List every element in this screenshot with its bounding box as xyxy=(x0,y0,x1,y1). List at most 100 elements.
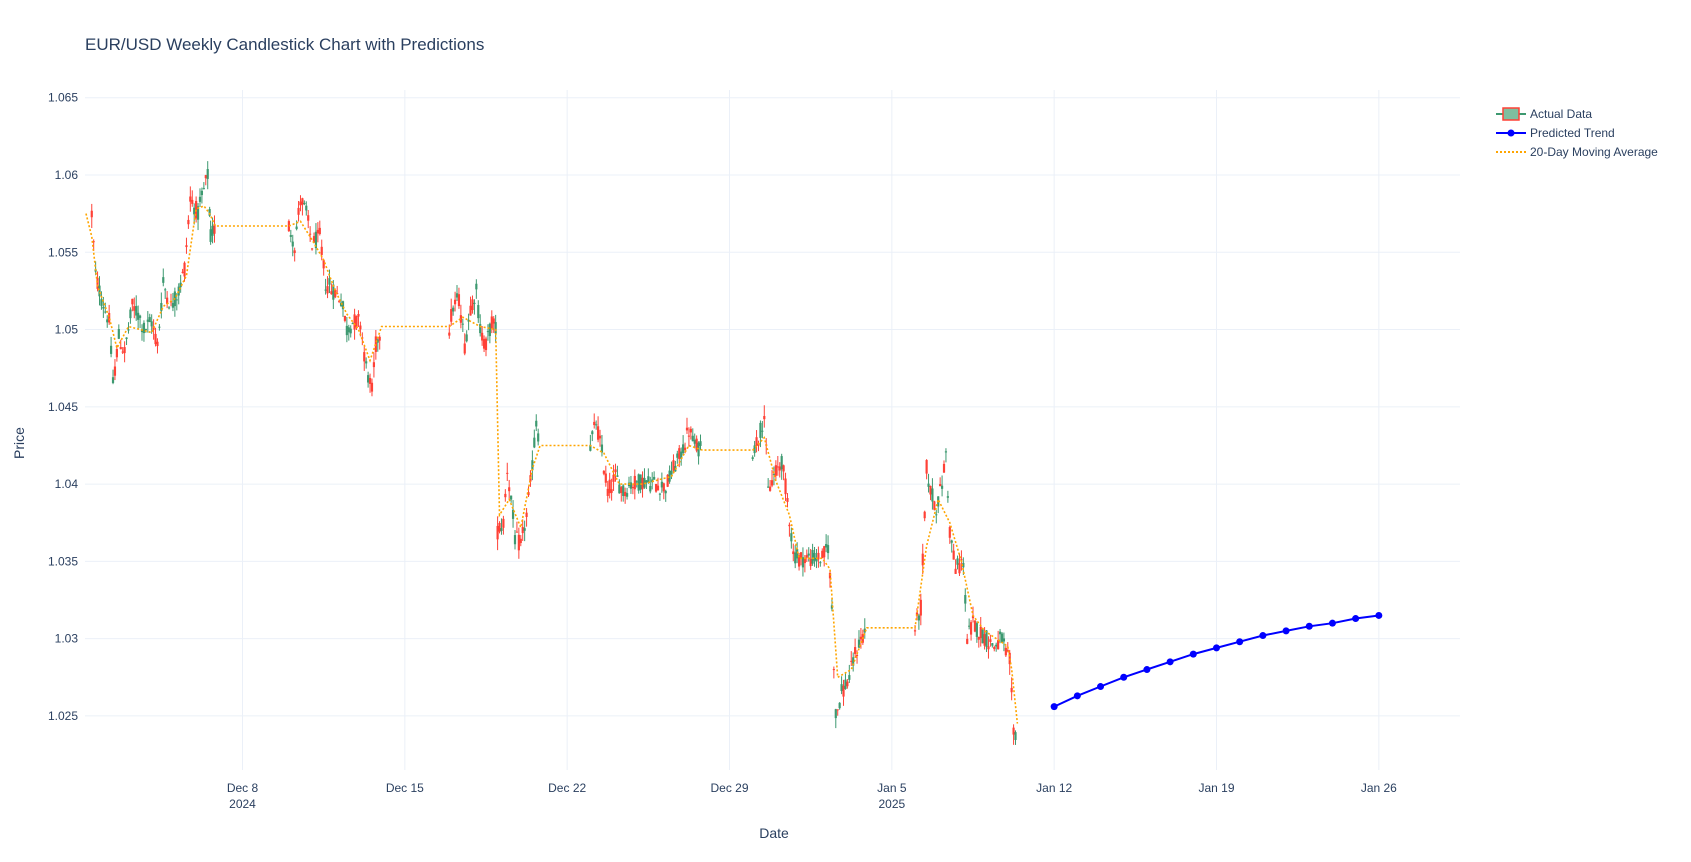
candle-body xyxy=(654,483,658,492)
candle-body xyxy=(209,229,212,242)
candle-body xyxy=(807,553,810,556)
candle-body xyxy=(312,236,316,243)
candle-body xyxy=(127,329,130,331)
predicted-point xyxy=(1375,611,1383,619)
candle-body xyxy=(289,235,292,237)
candle-body xyxy=(753,445,756,454)
candle-body xyxy=(307,215,310,221)
legend-item-predicted[interactable]: Predicted Trend xyxy=(1496,126,1615,140)
candle-body xyxy=(117,329,120,339)
predicted-point xyxy=(1073,692,1081,700)
candle-body xyxy=(935,514,938,516)
candle-body xyxy=(363,352,366,362)
candle-body xyxy=(624,491,627,497)
x-tick-year-label: 2024 xyxy=(229,797,256,811)
candle-body xyxy=(299,201,302,206)
candle-body xyxy=(589,444,592,451)
y-tick-label: 1.025 xyxy=(48,709,78,723)
candle-body xyxy=(593,421,596,426)
candle-body xyxy=(293,250,296,254)
candle-body xyxy=(135,306,138,316)
candle-body xyxy=(929,485,932,495)
candle-body xyxy=(602,470,605,474)
candle-body xyxy=(693,439,696,444)
candle-body xyxy=(942,463,946,473)
tick-labels: 1.025 1.03 1.035 1.04 1.045 1.05 1.055 1.06 1.06… xyxy=(48,91,1397,811)
candle-body xyxy=(629,482,633,489)
legend-item-moving-average[interactable]: 20-Day Moving Average xyxy=(1496,145,1658,159)
candle-body xyxy=(664,490,667,494)
candle-body xyxy=(146,319,149,322)
candle-body xyxy=(109,345,113,354)
candle-body xyxy=(770,480,774,486)
legend-actual-label: Actual Data xyxy=(1530,107,1592,121)
candle-body xyxy=(682,444,685,454)
candle-body xyxy=(515,531,519,533)
candle-body xyxy=(519,538,522,544)
candle-body xyxy=(666,474,669,487)
candle-body xyxy=(917,615,920,621)
candle-body xyxy=(484,338,488,351)
candle-body xyxy=(309,233,312,235)
candle-body xyxy=(500,528,503,531)
candle-body xyxy=(492,318,495,324)
chart-title: EUR/USD Weekly Candlestick Chart with Pr… xyxy=(85,35,484,54)
candle-body xyxy=(633,475,636,490)
legend-predicted-marker xyxy=(1507,129,1515,137)
candle-body xyxy=(981,629,984,644)
candle-body xyxy=(324,289,327,291)
candle-body xyxy=(794,552,797,564)
candle-body xyxy=(211,225,214,236)
candle-body xyxy=(596,426,600,440)
candle-body xyxy=(817,552,820,560)
candle-body xyxy=(297,207,300,215)
candle-body xyxy=(521,526,524,534)
candle-body xyxy=(453,299,457,305)
candle-body xyxy=(213,224,216,234)
candle-body xyxy=(171,303,175,308)
candle-body xyxy=(786,498,789,502)
candle-body xyxy=(508,487,511,492)
candle-body xyxy=(759,422,762,438)
candle-body xyxy=(200,190,204,196)
predicted-point xyxy=(1305,622,1313,630)
candle-body xyxy=(699,441,702,446)
candle-body xyxy=(320,246,323,255)
legend[interactable]: Actual Data Predicted Trend 20-Day Movin… xyxy=(1496,107,1658,159)
candle-body xyxy=(815,557,818,562)
candle-body xyxy=(927,483,930,487)
y-tick-label: 1.065 xyxy=(48,91,78,105)
candle-body xyxy=(368,377,372,384)
candle-body xyxy=(467,319,470,322)
candle-body xyxy=(940,485,944,489)
candle-body xyxy=(291,241,294,247)
candle-body xyxy=(310,248,314,250)
candle-body xyxy=(823,546,826,558)
candle-body xyxy=(96,277,99,289)
prediction-layer xyxy=(1050,611,1383,711)
candle-body xyxy=(129,309,132,319)
legend-item-actual[interactable]: Actual Data xyxy=(1496,107,1592,121)
candle-body xyxy=(768,486,772,491)
candle-body xyxy=(111,377,115,383)
candle-body xyxy=(1000,633,1004,643)
candle-body xyxy=(355,316,358,328)
candle-body xyxy=(125,337,128,340)
candle-body xyxy=(148,317,151,323)
candle-body xyxy=(983,634,986,646)
candle-body xyxy=(695,438,698,451)
candle-body xyxy=(855,654,859,656)
candle-body xyxy=(378,336,381,341)
candle-body xyxy=(102,306,105,309)
candle-body xyxy=(618,484,621,494)
candle-body xyxy=(100,299,103,306)
x-tick-label: Jan 12 xyxy=(1036,781,1072,795)
candle-body xyxy=(828,572,832,579)
candle-body xyxy=(332,284,335,300)
candle-body xyxy=(676,453,679,458)
candle-body xyxy=(842,685,845,697)
candle-body xyxy=(376,339,379,343)
candle-body xyxy=(303,202,306,204)
candle-body xyxy=(863,628,866,633)
candle-body xyxy=(616,475,619,477)
